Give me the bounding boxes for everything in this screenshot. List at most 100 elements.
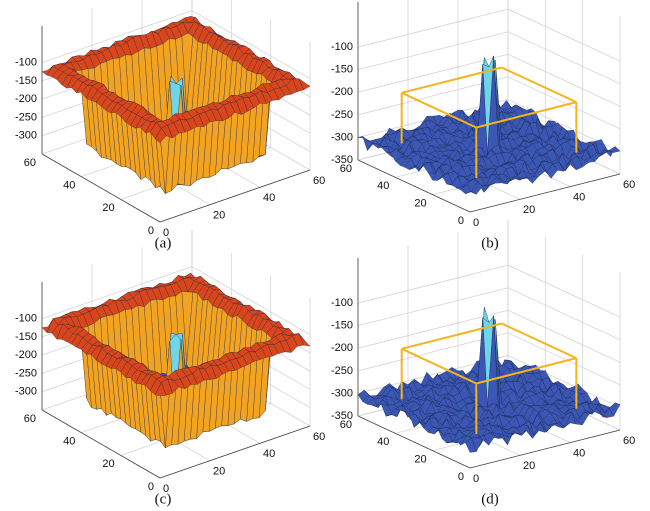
y-tick-label: 40	[377, 180, 389, 192]
y-tick-label: 0	[458, 471, 464, 483]
highlight-box	[501, 322, 577, 360]
grid-line	[507, 53, 621, 107]
grid-line	[191, 266, 311, 335]
grid-line	[507, 31, 621, 85]
z-tick-label: -200	[15, 93, 37, 105]
z-tick-label: -350	[331, 154, 353, 166]
x-tick-label: 20	[523, 204, 535, 216]
y-tick-label: 40	[377, 436, 389, 448]
y-tick-label: 20	[414, 198, 426, 210]
z-tick-label: -100	[15, 56, 37, 68]
axis-line	[469, 173, 621, 213]
z-tick-label: -200	[331, 342, 353, 354]
panel: 0 20 40 60 0 20 40 60 -100 -150 -200 -250 -300 -350 (b…	[331, 0, 635, 251]
y-tick-label: 0	[458, 215, 464, 227]
grid-line	[507, 332, 621, 386]
z-tick-label: -150	[331, 320, 353, 332]
grid-line	[41, 266, 193, 319]
axis-line	[469, 429, 621, 469]
z-tick-label: -200	[331, 86, 353, 98]
grid-line	[357, 309, 509, 349]
z-tick-label: -300	[331, 387, 353, 399]
grid-line	[507, 287, 621, 341]
axis-line	[41, 409, 161, 479]
surface-patch	[154, 128, 167, 143]
x-tick-label: 60	[313, 431, 325, 443]
axis-line	[159, 425, 311, 479]
z-tick-label: -200	[15, 349, 37, 361]
y-tick-label: 20	[102, 458, 114, 470]
grid-line	[357, 31, 509, 71]
highlight-box	[476, 357, 577, 385]
caption: (c)	[155, 491, 172, 507]
grid-line	[191, 10, 311, 79]
x-tick-label: 60	[313, 175, 325, 187]
z-tick-label: -250	[331, 365, 353, 377]
x-tick-label: 60	[623, 435, 635, 447]
grid-line	[507, 264, 621, 318]
z-tick-label: -300	[15, 130, 37, 142]
x-tick-label: 40	[263, 192, 275, 204]
panel: 0 20 40 60 0 20 40 60 -100 -150 -200 -250 -300 (c)	[15, 230, 325, 507]
highlight-box	[401, 66, 502, 94]
axis-line	[41, 153, 161, 223]
z-tick-label: -300	[331, 131, 353, 143]
surface-patch	[465, 437, 477, 453]
z-tick-label: -100	[331, 297, 353, 309]
panel: 0 20 40 60 0 20 40 60 -100 -150 -200 -250 -300 (a)	[15, 0, 325, 251]
grid-line	[507, 309, 621, 363]
highlight-box	[476, 101, 577, 129]
y-tick-label: 60	[24, 157, 36, 169]
y-tick-label: 60	[24, 413, 36, 425]
y-tick-label: 0	[148, 225, 154, 237]
axis-line	[357, 159, 471, 213]
grid-line	[357, 8, 509, 48]
z-tick-label: -300	[15, 386, 37, 398]
grid-line	[357, 53, 509, 93]
x-tick-label: 60	[623, 179, 635, 191]
z-tick-label: -250	[15, 111, 37, 123]
z-tick-label: -250	[15, 367, 37, 379]
x-tick-label: 0	[473, 473, 479, 485]
grid-line	[41, 10, 193, 63]
surface-patch	[154, 382, 167, 397]
z-tick-label: -100	[15, 312, 37, 324]
highlight-box	[401, 347, 477, 385]
x-tick-label: 40	[573, 192, 585, 204]
axis-line	[159, 169, 311, 223]
z-tick-label: -250	[331, 109, 353, 121]
y-tick-label: 20	[102, 202, 114, 214]
z-tick-label: -350	[331, 410, 353, 422]
surface-patch	[465, 191, 477, 195]
caption: (b)	[481, 235, 499, 251]
y-tick-label: 0	[148, 481, 154, 493]
z-tick-label: -150	[15, 75, 37, 87]
grid-line	[507, 355, 621, 408]
y-tick-label: 40	[63, 180, 75, 192]
highlight-box	[501, 66, 577, 104]
x-tick-label: 0	[163, 483, 169, 495]
x-tick-label: 0	[163, 227, 169, 239]
z-tick-label: -100	[331, 41, 353, 53]
axis-line	[357, 415, 471, 469]
x-tick-label: 20	[213, 466, 225, 478]
grid-line	[507, 8, 621, 62]
x-tick-label: 20	[523, 460, 535, 472]
y-tick-label: 60	[340, 419, 352, 431]
highlight-box	[401, 322, 502, 350]
caption: (a)	[155, 235, 172, 251]
y-tick-label: 60	[340, 163, 352, 175]
grid-line	[357, 287, 509, 327]
y-tick-label: 20	[414, 454, 426, 466]
x-tick-label: 0	[473, 217, 479, 229]
z-tick-label: -150	[15, 331, 37, 343]
y-tick-label: 40	[63, 436, 75, 448]
x-tick-label: 40	[263, 448, 275, 460]
panel: 0 20 40 60 0 20 40 60 -100 -150 -200 -250 -300 -350 (d…	[331, 220, 635, 507]
highlight-box	[401, 91, 477, 129]
grid-line	[507, 76, 621, 130]
x-tick-label: 20	[213, 210, 225, 222]
caption: (d)	[481, 491, 499, 507]
z-tick-label: -150	[331, 64, 353, 76]
